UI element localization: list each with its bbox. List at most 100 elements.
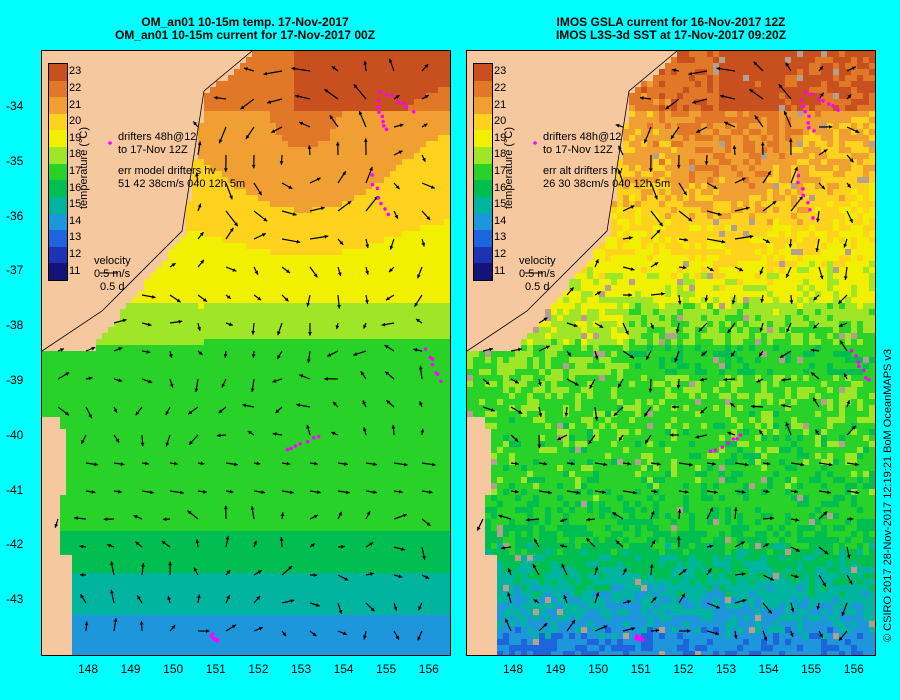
colorbar-tick-label: 15: [494, 198, 507, 211]
colorbar-tick-label: 11: [69, 264, 81, 277]
right-drifter-line1: drifters 48h@12: [543, 131, 622, 143]
colorbar-swatch: [49, 163, 67, 181]
colorbar-tick-label: 19: [69, 131, 82, 144]
y-tick-label: -41: [6, 482, 24, 497]
colorbar-tick-label: 19: [494, 131, 507, 144]
left-title-line1: OM_an01 10-15m temp. 17-Nov-2017: [141, 15, 349, 29]
left-colorbar-label: temperature (°C): [78, 126, 90, 209]
left-drifter-line2: to 17-Nov 12Z: [118, 144, 188, 156]
right-map-panel[interactable]: 23 22 21 20 19 18 17 16 15 14 13 12 11 temperature (…: [466, 50, 876, 656]
right-err-line1: err alt drifters hv: [543, 165, 623, 177]
y-tick-label: -42: [6, 537, 24, 552]
colorbar-swatch: [474, 113, 492, 131]
x-tick-label: 153: [290, 662, 312, 676]
colorbar-swatch: [474, 97, 492, 115]
colorbar-swatch: [49, 64, 67, 82]
right-err-line2: 26 30 38cm/s 040 12h 5m: [543, 178, 671, 190]
x-tick-label: 153: [715, 662, 737, 676]
colorbar-tick-label: 16: [494, 181, 507, 194]
y-tick-label: -39: [6, 373, 24, 387]
y-tick-label: -34: [6, 99, 24, 113]
credit-text: © CSIRO 2017 28-Nov-2017 12:19:21 BoM Oc…: [882, 348, 894, 642]
x-tick-label: 151: [630, 662, 651, 676]
colorbar-swatch: [474, 196, 492, 215]
x-tick-label: 150: [163, 662, 184, 676]
colorbar-swatch: [49, 113, 67, 131]
y-tick-label: -38: [6, 318, 24, 333]
right-velocity-key: velocity 0.5 m/s 0.5 d: [519, 255, 556, 294]
right-drifter-legend: drifters 48h@12 to 17-Nov 12Z: [543, 131, 621, 157]
colorbar-tick-label: 22: [494, 81, 507, 94]
right-colorbar-label: temperature (°C): [503, 126, 515, 209]
colorbar-tick-label: 12: [494, 248, 507, 261]
right-colorbar: [473, 63, 493, 281]
colorbar-tick-label: 11: [494, 264, 506, 277]
colorbar-tick-label: 13: [494, 231, 507, 244]
colorbar-tick-label: 21: [69, 98, 82, 111]
colorbar-tick-label: 17: [494, 165, 507, 177]
colorbar-tick-label: 22: [69, 81, 82, 94]
x-tick-label: 148: [502, 662, 524, 676]
right-map-canvas: [467, 51, 875, 655]
right-velocity-title: velocity: [519, 255, 556, 267]
colorbar-swatch: [474, 213, 492, 231]
colorbar-swatch: [474, 246, 492, 264]
colorbar-swatch: [474, 263, 492, 281]
right-title-line1: IMOS GSLA current for 16-Nov-2017 12Z: [556, 15, 786, 29]
left-err-line1: err model drifters hv: [118, 165, 216, 177]
left-drifter-legend: drifters 48h@12 to 17-Nov 12Z: [118, 131, 196, 157]
x-tick-label: 154: [758, 662, 779, 676]
colorbar-tick-label: 20: [69, 115, 82, 128]
y-tick-label: -36: [6, 208, 24, 223]
x-tick-label: 148: [77, 662, 99, 676]
x-tick-label: 155: [801, 662, 822, 676]
drifter-tracks: [634, 90, 871, 642]
colorbar-tick-label: 20: [494, 115, 507, 128]
drifter-tracks: [209, 90, 443, 643]
right-title-line2: IMOS L3S-3d SST at 17-Nov-2017 09:20Z: [555, 28, 787, 42]
right-velocity-time: 0.5 d: [525, 281, 550, 293]
left-velocity-time: 0.5 d: [100, 281, 125, 293]
colorbar-tick-label: 23: [69, 65, 82, 78]
right-panel-title: IMOS GSLA current for 16-Nov-2017 12Z IM…: [466, 16, 876, 42]
colorbar-tick-label: 18: [494, 148, 507, 161]
colorbar-tick-label: 21: [494, 98, 507, 111]
colorbar-swatch: [474, 163, 492, 181]
colorbar-tick-label: 13: [69, 231, 82, 244]
colorbar-swatch: [474, 130, 492, 148]
x-tick-label: 149: [120, 662, 141, 676]
colorbar-swatch: [474, 230, 492, 248]
colorbar-swatch: [49, 230, 67, 248]
colorbar-swatch: [474, 147, 492, 165]
colorbar-swatch: [49, 147, 67, 165]
right-drifter-line2: to 17-Nov 12Z: [543, 144, 613, 156]
colorbar-tick-label: 23: [494, 65, 507, 78]
colorbar-tick-label: 16: [69, 181, 82, 194]
x-tick-label: 155: [376, 662, 397, 676]
y-tick-label: -35: [6, 153, 24, 168]
x-tick-label: 156: [418, 662, 439, 676]
right-velocity-speed: 0.5 m/s: [519, 268, 556, 280]
left-err-line2: 51 42 38cm/s 040 12h 5m: [118, 178, 246, 190]
x-tick-label: 151: [205, 662, 226, 676]
y-tick-label: -37: [6, 263, 24, 278]
y-tick-label: -40: [6, 427, 24, 442]
x-tick-label: 150: [588, 662, 609, 676]
colorbar-swatch: [49, 180, 67, 198]
colorbar-tick-label: 15: [69, 198, 82, 211]
colorbar-swatch: [49, 80, 67, 98]
sst-field: [42, 51, 450, 655]
left-map-panel[interactable]: 23 22 21 20 19 18 17 16 15 14 13 12 11 temperature (…: [41, 50, 451, 656]
colorbar-tick-label: 14: [494, 214, 507, 227]
left-drifter-line1: drifters 48h@12: [118, 131, 197, 143]
x-tick-label: 154: [333, 662, 354, 676]
sst-field: [467, 51, 875, 655]
left-error-stats: err model drifters hv 51 42 38cm/s 040 1…: [118, 165, 245, 191]
colorbar-swatch: [474, 64, 492, 82]
current-vectors: [476, 61, 860, 642]
x-tick-label: 149: [545, 662, 566, 676]
colorbar-swatch: [474, 180, 492, 198]
colorbar-swatch: [49, 263, 67, 281]
left-colorbar: [48, 63, 68, 281]
left-velocity-key: velocity 0.5 m/s 0.5 d: [94, 255, 131, 294]
